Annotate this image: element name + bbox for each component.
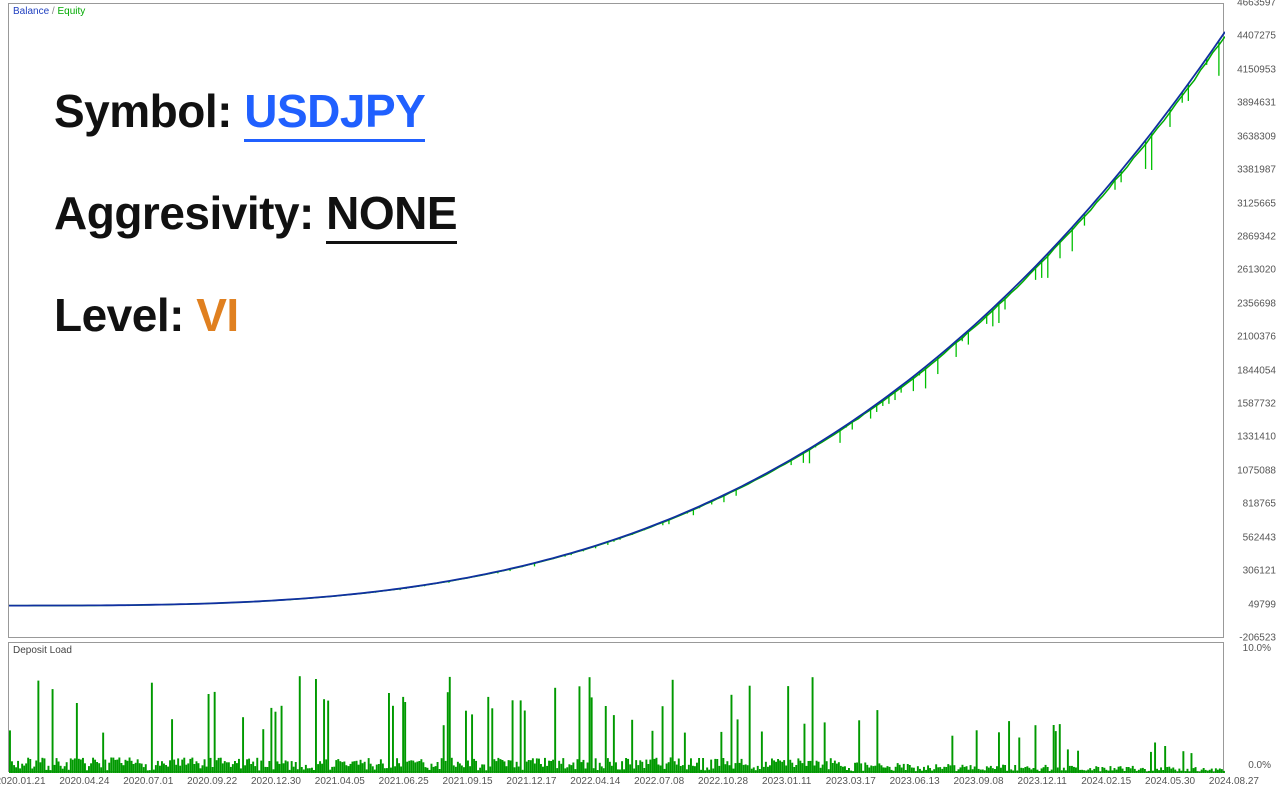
chart-container: Balance / Equity Symbol: USDJPY Aggresiv… — [0, 0, 1280, 800]
x-tick: 2022.07.08 — [634, 776, 684, 787]
y-tick: 4407275 — [1237, 31, 1276, 42]
y-tick: 1844054 — [1237, 365, 1276, 376]
sub-y-bottom: 0.0% — [1248, 760, 1271, 771]
symbol-label: Symbol: — [54, 85, 244, 137]
symbol-value: USDJPY — [244, 85, 425, 142]
y-tick: 306121 — [1243, 566, 1276, 577]
x-tick: 2023.12.11 — [1018, 776, 1067, 787]
y-tick: 4663597 — [1237, 0, 1276, 9]
sub-chart-svg — [9, 643, 1225, 773]
y-tick: 4150953 — [1237, 64, 1276, 75]
y-tick: 2100376 — [1237, 332, 1276, 343]
y-tick: 3381987 — [1237, 165, 1276, 176]
info-overlay: Symbol: USDJPY Aggresivity: NONE Level: … — [54, 84, 457, 390]
x-tick: 2023.01.11 — [762, 776, 811, 787]
y-tick: 818765 — [1243, 499, 1276, 510]
y-tick: 3894631 — [1237, 98, 1276, 109]
equity-balance-chart: Balance / Equity Symbol: USDJPY Aggresiv… — [8, 3, 1224, 638]
x-tick: 2020.04.24 — [59, 776, 109, 787]
x-tick: 2020.09.22 — [187, 776, 237, 787]
level-value: VI — [196, 289, 238, 341]
x-tick: 2021.04.05 — [315, 776, 365, 787]
x-tick: 2021.12.17 — [506, 776, 556, 787]
y-tick: 2613020 — [1237, 265, 1276, 276]
y-tick: 562443 — [1243, 532, 1276, 543]
y-tick: 1587732 — [1237, 399, 1276, 410]
y-tick: 1331410 — [1237, 432, 1276, 443]
y-tick: 3638309 — [1237, 131, 1276, 142]
y-tick: -206523 — [1239, 633, 1276, 644]
y-tick: 2356698 — [1237, 298, 1276, 309]
x-tick: 2020.12.30 — [251, 776, 301, 787]
y-tick: 2869342 — [1237, 231, 1276, 242]
deposit-load-chart: Deposit Load 10.0% 0.0% — [8, 642, 1224, 772]
y-tick: 3125665 — [1237, 198, 1276, 209]
level-label: Level: — [54, 289, 196, 341]
x-tick: 2023.06.13 — [890, 776, 940, 787]
y-axis: 4663597 4407275 4150953 3894631 3638309 33819… — [1224, 3, 1276, 638]
level-row: Level: VI — [54, 288, 457, 342]
y-tick: 1075088 — [1237, 465, 1276, 476]
aggressivity-row: Aggresivity: NONE — [54, 186, 457, 240]
symbol-row: Symbol: USDJPY — [54, 84, 457, 138]
aggressivity-label: Aggresivity: — [54, 187, 326, 239]
x-tick: 2022.10.28 — [698, 776, 748, 787]
x-tick: 2024.05.30 — [1145, 776, 1195, 787]
x-tick: 2020.07.01 — [123, 776, 173, 787]
sub-y-top: 10.0% — [1243, 643, 1271, 654]
x-axis: 2020.01.212020.04.242020.07.012020.09.22… — [8, 776, 1272, 796]
y-tick: 49799 — [1248, 599, 1276, 610]
x-tick: 2024.08.27 — [1209, 776, 1259, 787]
x-tick: 2023.03.17 — [826, 776, 876, 787]
aggressivity-value: NONE — [326, 187, 457, 244]
x-tick: 2021.09.15 — [443, 776, 493, 787]
x-tick: 2020.01.21 — [0, 776, 46, 787]
x-tick: 2022.04.14 — [570, 776, 620, 787]
x-tick: 2021.06.25 — [379, 776, 429, 787]
x-tick: 2023.09.08 — [953, 776, 1003, 787]
x-tick: 2024.02.15 — [1081, 776, 1131, 787]
